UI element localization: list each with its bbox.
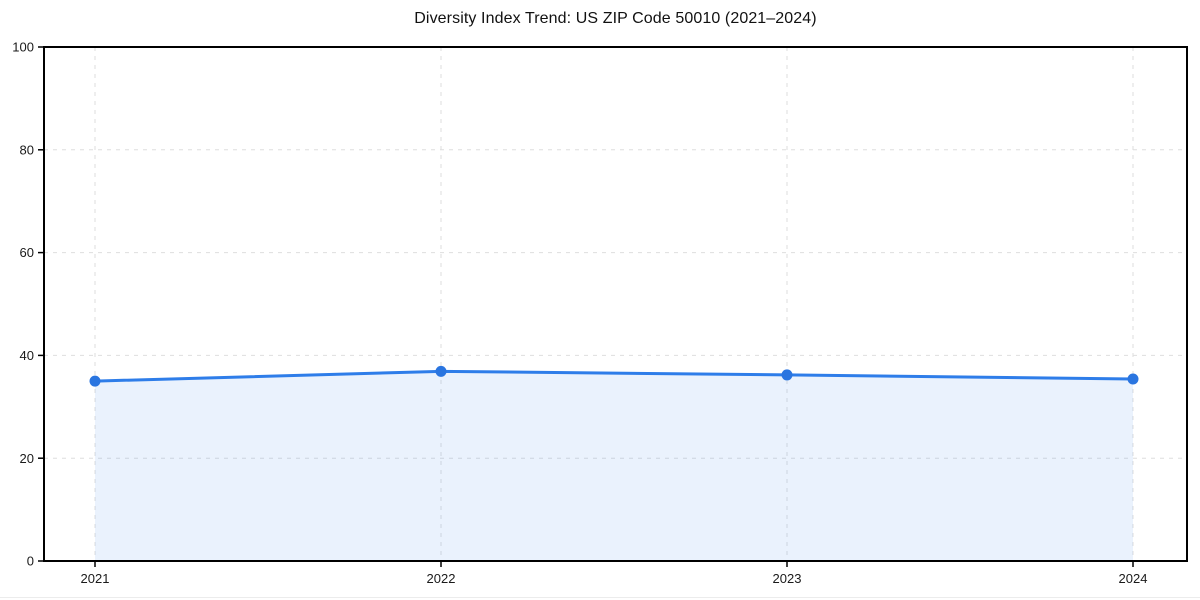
y-tick-label: 60 [20,245,34,260]
data-point-2024 [1127,373,1139,385]
y-tick-label: 100 [12,40,34,55]
x-tick-label: 2024 [1119,571,1148,586]
x-tick-label: 2021 [81,571,110,586]
window-bottom-edge [0,597,1200,598]
data-point-2021 [89,375,101,387]
x-tick-label: 2022 [427,571,456,586]
trend-line [93,369,1135,383]
y-tick-label: 20 [20,451,34,466]
chart-title: Diversity Index Trend: US ZIP Code 50010… [414,10,817,27]
data-point-2022 [435,365,447,377]
y-tick-label: 80 [20,142,34,157]
area-fill [95,371,1133,561]
y-tick-label: 40 [20,348,34,363]
x-tick-label: 2023 [773,571,802,586]
plot-border [43,46,1188,562]
data-point-2023 [781,369,793,381]
y-tick-label: 0 [27,554,34,569]
